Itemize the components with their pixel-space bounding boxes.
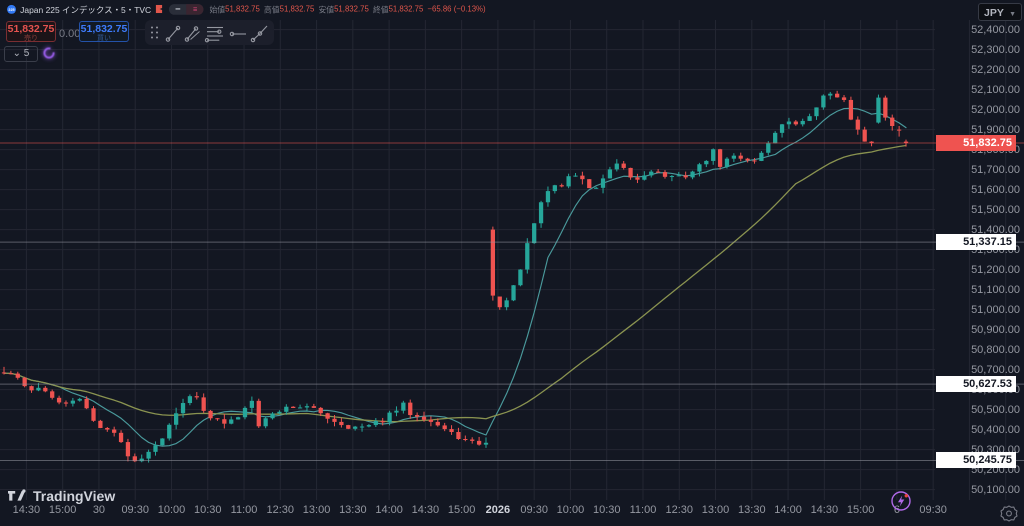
svg-text:225: 225 [8, 8, 14, 12]
